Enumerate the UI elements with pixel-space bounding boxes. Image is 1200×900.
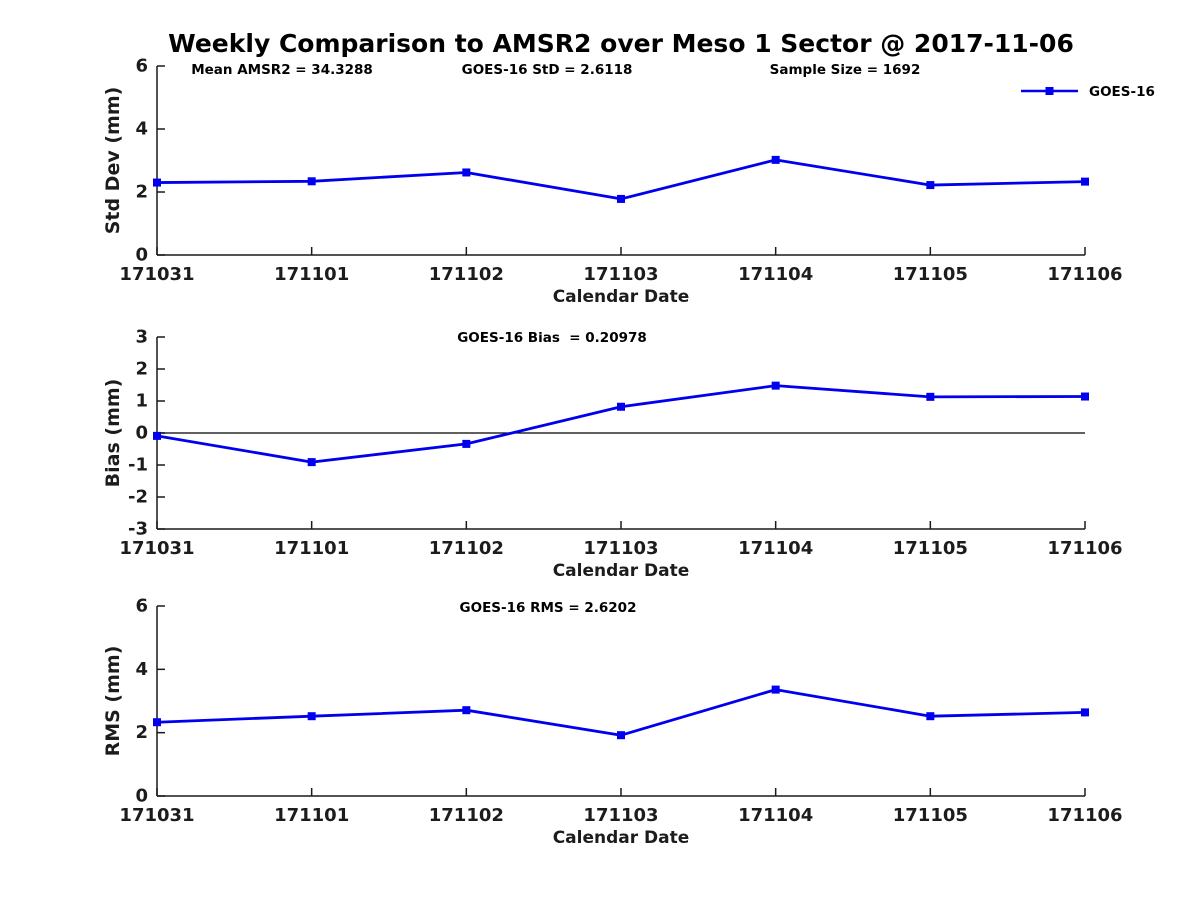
data-point-marker [462, 439, 471, 448]
x-tick-label: 171103 [583, 538, 658, 559]
data-point-marker [1081, 177, 1089, 186]
y-tick-label: 6 [135, 56, 148, 77]
data-point-marker [771, 381, 780, 390]
annotation-text: Mean AMSR2 = 34.3288 [191, 62, 373, 78]
x-tick-label: 171104 [738, 538, 813, 559]
legend-marker [1045, 87, 1054, 95]
x-tick-label: 171104 [738, 805, 813, 826]
y-tick-label: 4 [135, 659, 148, 680]
subplot-1: 0 2 4 6 171031 171101 171102 171103 171104 171105… [102, 56, 1155, 308]
y-tick-label: 2 [135, 359, 148, 380]
data-point-marker [462, 706, 471, 715]
annotation-text: GOES-16 Bias = 0.20978 [457, 330, 647, 346]
data-point-marker [617, 402, 625, 411]
x-axis-title: Calendar Date [553, 561, 690, 581]
data-point-marker [462, 168, 471, 177]
x-tick-label: 171031 [119, 538, 194, 559]
data-line [156, 384, 1086, 464]
x-tick-label: 171105 [893, 264, 968, 285]
data-point-marker [307, 458, 316, 467]
data-point-marker [771, 685, 780, 694]
y-tick-label: 0 [135, 423, 148, 444]
y-tick-label: -3 [128, 519, 148, 540]
y-axis-title: Std Dev (mm) [102, 87, 124, 235]
y-axis-title: RMS (mm) [102, 646, 124, 757]
y-tick-label: 2 [135, 722, 148, 743]
data-line [156, 158, 1086, 201]
y-tick-label: 6 [135, 596, 148, 617]
data-point-marker [617, 194, 625, 203]
data-point-marker [1081, 708, 1089, 717]
figure-title: Weekly Comparison to AMSR2 over Meso 1 S… [168, 29, 1074, 58]
data-line [156, 688, 1086, 737]
subplot-3: 0 2 4 6 171031 171101 171102 171103 171104 171105… [102, 596, 1123, 849]
x-tick-label: 171106 [1047, 805, 1122, 826]
data-point-marker [153, 718, 161, 727]
x-tick-label: 171105 [893, 538, 968, 559]
y-tick-label: 0 [135, 786, 148, 807]
data-point-marker [926, 392, 935, 401]
annotation-text: GOES-16 StD = 2.6118 [462, 62, 633, 78]
y-tick-label: 3 [135, 327, 148, 348]
data-point-marker [307, 177, 316, 186]
x-tick-label: 171105 [893, 805, 968, 826]
x-tick-label: 171106 [1047, 264, 1122, 285]
y-tick-label: 1 [135, 391, 148, 412]
x-tick-label: 171031 [119, 805, 194, 826]
y-axis-title: Bias (mm) [102, 379, 124, 488]
annotation-text: GOES-16 RMS = 2.6202 [460, 600, 637, 616]
x-tick-label: 171102 [429, 264, 504, 285]
x-tick-label: 171031 [119, 264, 194, 285]
x-tick-label: 171103 [583, 264, 658, 285]
data-point-marker [926, 712, 935, 721]
x-tick-label: 171101 [274, 805, 349, 826]
x-axis-title: Calendar Date [553, 828, 690, 848]
data-point-marker [153, 178, 161, 187]
data-point-marker [1081, 392, 1089, 401]
annotation-text: Sample Size = 1692 [770, 62, 921, 78]
legend: GOES-16 [1021, 84, 1155, 100]
x-tick-label: 171102 [429, 805, 504, 826]
x-tick-label: 171102 [429, 538, 504, 559]
x-axis-title: Calendar Date [553, 287, 690, 307]
legend-label: GOES-16 [1089, 84, 1155, 100]
data-point-marker [617, 731, 625, 740]
x-tick-label: 171101 [274, 264, 349, 285]
y-tick-label: 4 [135, 119, 148, 140]
x-tick-label: 171104 [738, 264, 813, 285]
x-tick-label: 171103 [583, 805, 658, 826]
data-point-marker [926, 181, 935, 190]
data-point-marker [307, 712, 316, 721]
x-tick-label: 171101 [274, 538, 349, 559]
subplot-2: -3 -2 -1 0 1 2 3 171031 171101 171102 171103 171104… [102, 327, 1123, 582]
x-tick-label: 171106 [1047, 538, 1122, 559]
y-tick-label: 0 [135, 245, 148, 266]
data-point-marker [771, 155, 780, 164]
y-tick-label: -1 [128, 455, 148, 476]
y-tick-label: -2 [128, 487, 148, 508]
data-point-marker [153, 431, 161, 440]
y-tick-label: 2 [135, 182, 148, 203]
